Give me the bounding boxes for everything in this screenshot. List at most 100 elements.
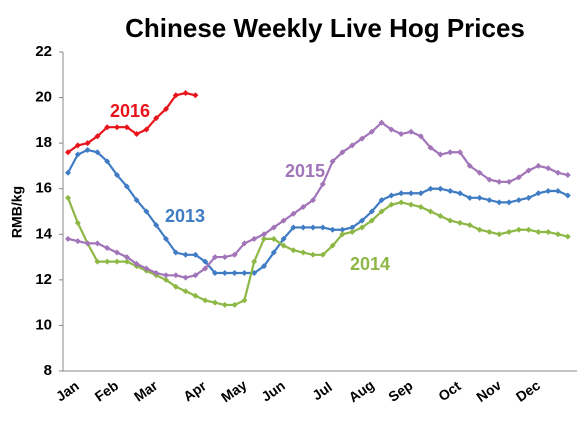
- point: [270, 249, 277, 256]
- point: [466, 222, 473, 229]
- chart-title: Chinese Weekly Live Hog Prices: [125, 13, 525, 43]
- point: [339, 149, 346, 156]
- point: [133, 260, 140, 267]
- point: [84, 140, 91, 147]
- point: [506, 178, 512, 185]
- point: [437, 185, 444, 192]
- point: [349, 229, 356, 236]
- point: [525, 167, 532, 174]
- point: [300, 224, 307, 231]
- y-tick-label: 12: [35, 271, 52, 288]
- point: [290, 210, 297, 217]
- point: [329, 158, 336, 165]
- point: [417, 133, 424, 140]
- point: [310, 251, 316, 258]
- series-label: 2013: [165, 206, 205, 226]
- point: [506, 199, 512, 206]
- point: [349, 224, 356, 231]
- point: [172, 283, 179, 290]
- point: [525, 194, 532, 201]
- point: [172, 249, 179, 256]
- point: [74, 238, 81, 245]
- point: [212, 299, 218, 306]
- y-tick-label: 10: [35, 316, 52, 333]
- point: [221, 301, 228, 308]
- point: [319, 224, 326, 231]
- point: [555, 231, 561, 238]
- point: [280, 242, 287, 249]
- point: [221, 270, 228, 277]
- point: [280, 217, 287, 224]
- point: [427, 185, 434, 192]
- point: [408, 190, 414, 197]
- point: [123, 254, 130, 261]
- point: [163, 235, 169, 242]
- point: [476, 169, 483, 176]
- point: [192, 292, 199, 299]
- point: [545, 229, 552, 236]
- point: [182, 274, 189, 281]
- point: [94, 240, 101, 247]
- point: [251, 258, 258, 265]
- y-tick-label: 8: [44, 362, 52, 379]
- series-line: [67, 121, 569, 279]
- point: [212, 270, 218, 277]
- point: [398, 190, 405, 197]
- point: [123, 124, 130, 131]
- point: [163, 276, 169, 283]
- point: [310, 224, 316, 231]
- point: [515, 226, 522, 233]
- x-tick-label: Sep: [385, 377, 415, 405]
- x-tick-label: Jun: [258, 377, 288, 404]
- point: [506, 229, 512, 236]
- point: [84, 240, 91, 247]
- x-tick-label: Dec: [513, 377, 543, 405]
- point: [535, 190, 542, 197]
- point: [359, 217, 365, 224]
- point: [437, 151, 444, 158]
- point: [564, 233, 571, 240]
- point: [74, 219, 81, 226]
- point: [202, 258, 209, 265]
- point: [339, 226, 346, 233]
- series-label: 2014: [350, 254, 390, 274]
- point: [496, 231, 503, 238]
- point: [329, 226, 336, 233]
- point: [496, 178, 503, 185]
- x-tick-label: Aug: [346, 377, 377, 406]
- point: [408, 201, 414, 208]
- point: [300, 203, 307, 210]
- x-tick-label: Feb: [92, 377, 122, 404]
- point: [192, 272, 199, 279]
- point: [133, 197, 140, 204]
- point: [359, 135, 365, 142]
- point: [84, 146, 91, 153]
- point: [241, 297, 248, 304]
- point: [192, 92, 199, 99]
- point: [153, 222, 160, 229]
- point: [545, 165, 552, 172]
- point: [182, 90, 189, 97]
- point: [486, 176, 493, 183]
- point: [427, 208, 434, 215]
- point: [466, 194, 473, 201]
- point: [417, 190, 424, 197]
- x-tick-label: Mar: [131, 377, 161, 405]
- point: [74, 142, 81, 149]
- point: [290, 247, 297, 254]
- point: [447, 187, 454, 194]
- point: [123, 258, 130, 265]
- y-tick-label: 14: [35, 225, 52, 242]
- point: [94, 258, 101, 265]
- point: [300, 249, 307, 256]
- point: [447, 217, 454, 224]
- point: [515, 197, 522, 204]
- point: [378, 208, 385, 215]
- series-label: 2015: [285, 161, 325, 181]
- point: [457, 219, 463, 226]
- point: [457, 149, 463, 156]
- point: [172, 272, 179, 279]
- point: [437, 213, 444, 220]
- point: [104, 158, 111, 165]
